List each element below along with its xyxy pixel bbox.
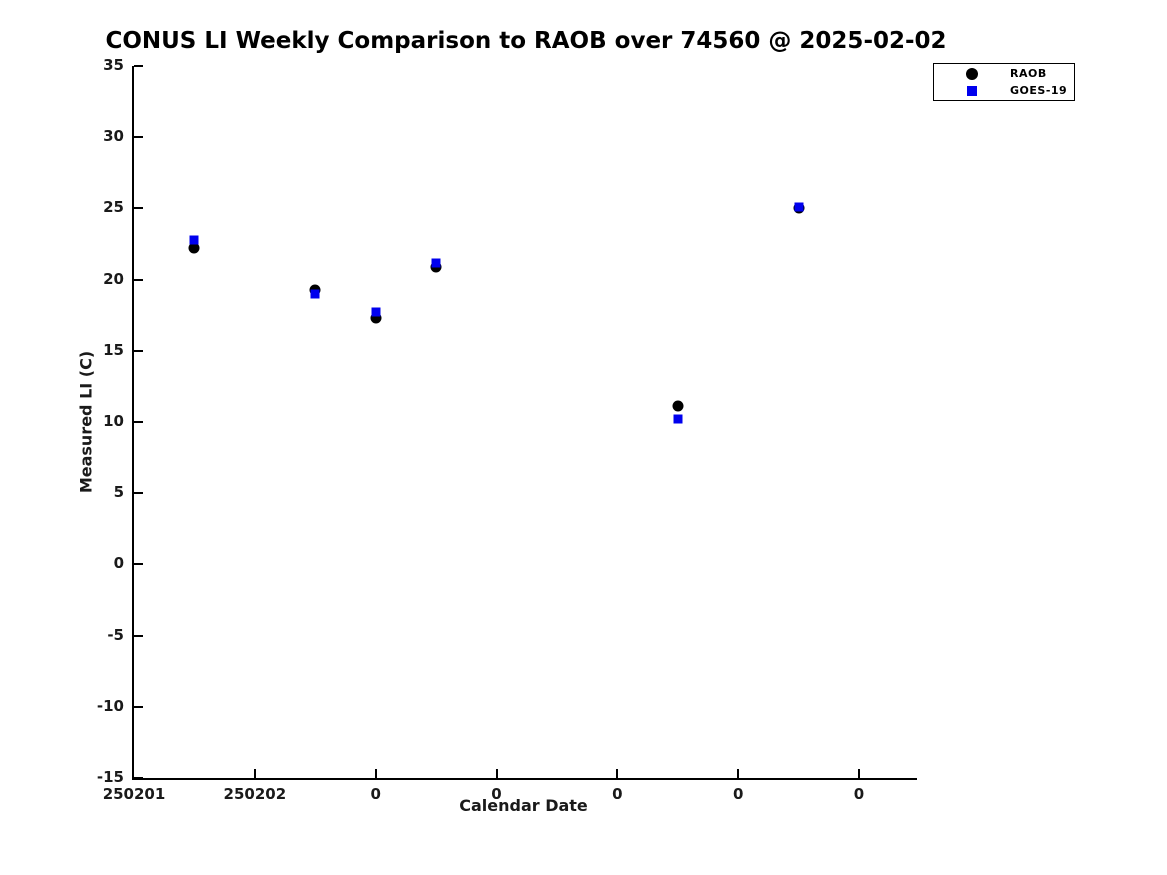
legend-item-goes-19: GOES-19	[934, 82, 1074, 99]
raob-circle-marker-icon	[966, 67, 978, 80]
y-tick-label: 30	[103, 127, 124, 146]
x-tick	[616, 769, 619, 778]
x-axis-label: Calendar Date	[459, 796, 588, 815]
goes-19-square-marker-icon	[967, 85, 977, 96]
x-tick-label: 0	[732, 785, 744, 803]
x-tick-label: 250202	[223, 785, 287, 803]
x-tick	[495, 769, 498, 778]
y-tick-label: 20	[103, 269, 124, 288]
y-tick-label: 0	[113, 554, 124, 573]
data-point-goes-19	[310, 289, 320, 299]
y-tick-label: 5	[113, 483, 124, 502]
x-tick-label: 0	[370, 785, 381, 803]
y-tick	[134, 705, 143, 708]
data-point-raob	[370, 312, 382, 324]
x-tick-label: 250201	[102, 785, 166, 803]
y-tick-label: 10	[103, 412, 124, 430]
legend-label-goes-19: GOES-19	[1010, 84, 1068, 97]
x-tick	[737, 769, 740, 778]
x-tick	[858, 769, 860, 778]
y-tick-label: 25	[103, 198, 124, 217]
y-tick	[134, 207, 143, 210]
legend: RAOB GOES-19	[933, 63, 1075, 101]
data-point-goes-19	[431, 258, 441, 267]
data-point-goes-19	[189, 235, 199, 245]
chart-title: CONUS LI Weekly Comparison to RAOB over …	[105, 28, 947, 54]
y-tick-label: -10	[96, 696, 124, 715]
y-tick	[134, 136, 143, 139]
legend-label-raob: RAOB	[1010, 67, 1047, 80]
y-tick	[134, 421, 143, 423]
y-tick-label: 35	[103, 56, 124, 74]
y-tick	[134, 65, 143, 67]
x-tick-label: 0	[853, 785, 865, 803]
data-point-goes-19	[794, 202, 804, 212]
x-tick-label: 0	[612, 785, 623, 803]
y-tick	[134, 634, 143, 637]
y-tick	[134, 563, 143, 566]
x-tick-label: 0	[491, 785, 502, 803]
legend-item-raob: RAOB	[934, 65, 1074, 82]
plot-area: 35 30 25 20 15 10 5 0 -5 -10 -15 250201 250202 0 0 0 0 0	[97, 56, 917, 803]
data-point-raob	[672, 400, 684, 412]
y-tick-label: 15	[103, 340, 124, 359]
y-tick	[134, 492, 143, 495]
data-point-raob	[188, 242, 200, 254]
y-tick	[134, 278, 143, 281]
y-tick	[134, 777, 143, 779]
data-point-goes-19	[371, 307, 381, 317]
y-tick-label: -15	[96, 768, 124, 786]
x-tick	[374, 769, 377, 778]
y-tick	[134, 349, 143, 352]
data-point-goes-19	[673, 414, 683, 424]
y-tick-label: -5	[107, 625, 124, 644]
x-tick	[253, 769, 256, 778]
